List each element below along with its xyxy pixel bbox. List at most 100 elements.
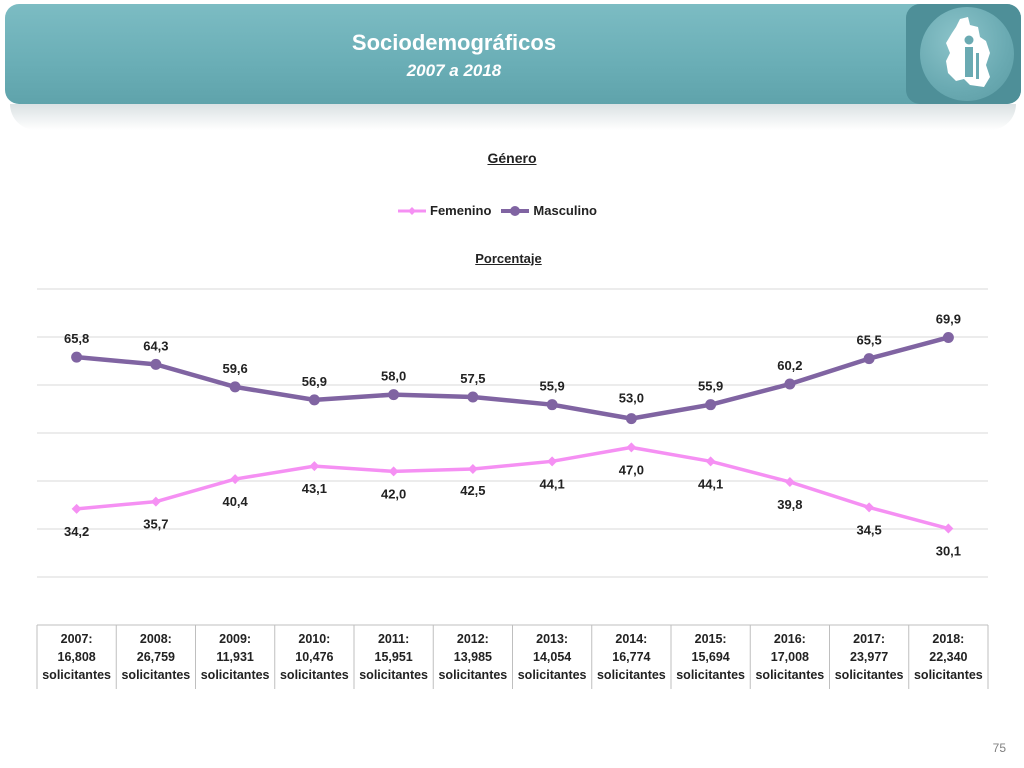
x-tick-label: 22,340 (929, 650, 967, 664)
data-label-masculino: 64,3 (143, 338, 168, 353)
x-tick-label: solicitantes (676, 668, 745, 682)
data-point-masculino (784, 378, 796, 390)
series-line-masculino (76, 335, 949, 421)
data-label-masculino: 56,9 (302, 374, 327, 389)
x-tick-label: 2017: (853, 632, 885, 646)
x-tick-label: 2010: (298, 632, 330, 646)
legend-label-femenino: Femenino (430, 203, 492, 218)
data-point-masculino (467, 391, 479, 403)
data-label-masculino: 60,2 (777, 358, 802, 373)
data-point-masculino (705, 399, 717, 411)
x-tick-label: 2007: (61, 632, 93, 646)
data-point-femenino (71, 503, 82, 514)
data-point-masculino (71, 351, 83, 363)
x-tick-label: 16,774 (612, 650, 650, 664)
data-point-femenino (309, 461, 320, 472)
data-point-femenino (230, 474, 241, 485)
legend-label-masculino: Masculino (533, 203, 597, 218)
data-point-masculino (229, 381, 241, 393)
x-tick-label: solicitantes (597, 668, 666, 682)
data-point-masculino (150, 358, 162, 370)
x-tick-label: 2012: (457, 632, 489, 646)
data-point-femenino (864, 502, 875, 513)
data-label-masculino: 69,9 (936, 311, 961, 326)
data-label-masculino: 55,9 (698, 379, 723, 394)
x-tick-label: 14,054 (533, 650, 571, 664)
data-label-femenino: 44,1 (698, 476, 723, 491)
x-tick-label: solicitantes (121, 668, 190, 682)
x-tick-label: 16,808 (58, 650, 96, 664)
x-tick-label: 2014: (615, 632, 647, 646)
data-point-masculino (546, 399, 558, 411)
x-tick-label: solicitantes (835, 668, 904, 682)
y-axis-label: Porcentaje (475, 251, 542, 266)
data-label-femenino: 35,7 (143, 517, 168, 532)
data-label-femenino: 43,1 (302, 481, 327, 496)
x-tick-label: solicitantes (914, 668, 983, 682)
city-map-logo-icon (946, 17, 990, 87)
data-point-femenino (784, 476, 795, 487)
data-label-femenino: 42,0 (381, 486, 406, 501)
x-tick-label: 2013: (536, 632, 568, 646)
x-tick-label: 2016: (774, 632, 806, 646)
data-label-femenino: 39,8 (777, 497, 802, 512)
data-point-masculino (388, 389, 400, 401)
x-tick-label: 11,931 (216, 650, 254, 664)
x-tick-label: 15,951 (375, 650, 413, 664)
page-number: 75 (992, 741, 1006, 755)
x-tick-label: 23,977 (850, 650, 888, 664)
series-line-femenino (76, 445, 949, 531)
data-label-masculino: 65,5 (856, 333, 881, 348)
data-label-masculino: 53,0 (619, 391, 644, 406)
page-subtitle: 2007 a 2018 (406, 61, 502, 80)
x-tick-label: 15,694 (692, 650, 730, 664)
data-label-femenino: 34,2 (64, 524, 89, 539)
data-point-femenino (705, 456, 716, 467)
x-tick-label: solicitantes (42, 668, 111, 682)
data-label-femenino: 30,1 (936, 544, 961, 559)
data-point-femenino (626, 442, 637, 453)
x-tick-label: solicitantes (201, 668, 270, 682)
logo (906, 4, 1021, 104)
data-point-femenino (388, 466, 399, 477)
x-tick-label: solicitantes (755, 668, 824, 682)
data-point-femenino (547, 456, 558, 467)
legend-marker-femenino (398, 206, 426, 215)
chart-legend: Femenino Masculino (398, 203, 597, 218)
x-tick-label: 2015: (695, 632, 727, 646)
legend-marker-masculino (501, 205, 530, 216)
data-label-femenino: 47,0 (619, 462, 644, 477)
data-label-femenino: 40,4 (222, 494, 248, 509)
data-label-femenino: 44,1 (539, 476, 564, 491)
data-label-femenino: 42,5 (460, 483, 485, 498)
data-label-masculino: 58,0 (381, 369, 406, 384)
chart-title: Género (487, 150, 537, 166)
x-tick-label: 17,008 (771, 650, 809, 664)
data-point-femenino (150, 496, 161, 507)
data-point-femenino (943, 523, 954, 534)
x-tick-label: 2009: (219, 632, 251, 646)
legend-item-masculino: Masculino (501, 203, 597, 218)
data-label-masculino: 65,8 (64, 331, 89, 346)
page-title: Sociodemográficos (351, 30, 557, 55)
data-point-masculino (308, 394, 320, 406)
data-label-masculino: 55,9 (539, 379, 564, 394)
x-tick-label: 2011: (378, 632, 409, 646)
x-tick-label: solicitantes (359, 668, 428, 682)
header-banner (5, 4, 1021, 104)
x-tick-label: 2018: (932, 632, 964, 646)
logo-circle (920, 7, 1014, 101)
x-tick-label: solicitantes (518, 668, 587, 682)
data-point-masculino (863, 353, 875, 365)
data-point-femenino (467, 464, 478, 474)
header-shadow (10, 104, 1016, 130)
x-tick-label: 26,759 (137, 650, 175, 664)
data-label-masculino: 57,5 (460, 371, 485, 386)
x-tick-label: 10,476 (295, 650, 333, 664)
x-tick-label: 13,985 (454, 650, 492, 664)
data-label-masculino: 59,6 (222, 361, 247, 376)
data-point-masculino (625, 413, 637, 425)
data-label-femenino: 34,5 (856, 522, 881, 537)
x-tick-label: solicitantes (280, 668, 349, 682)
